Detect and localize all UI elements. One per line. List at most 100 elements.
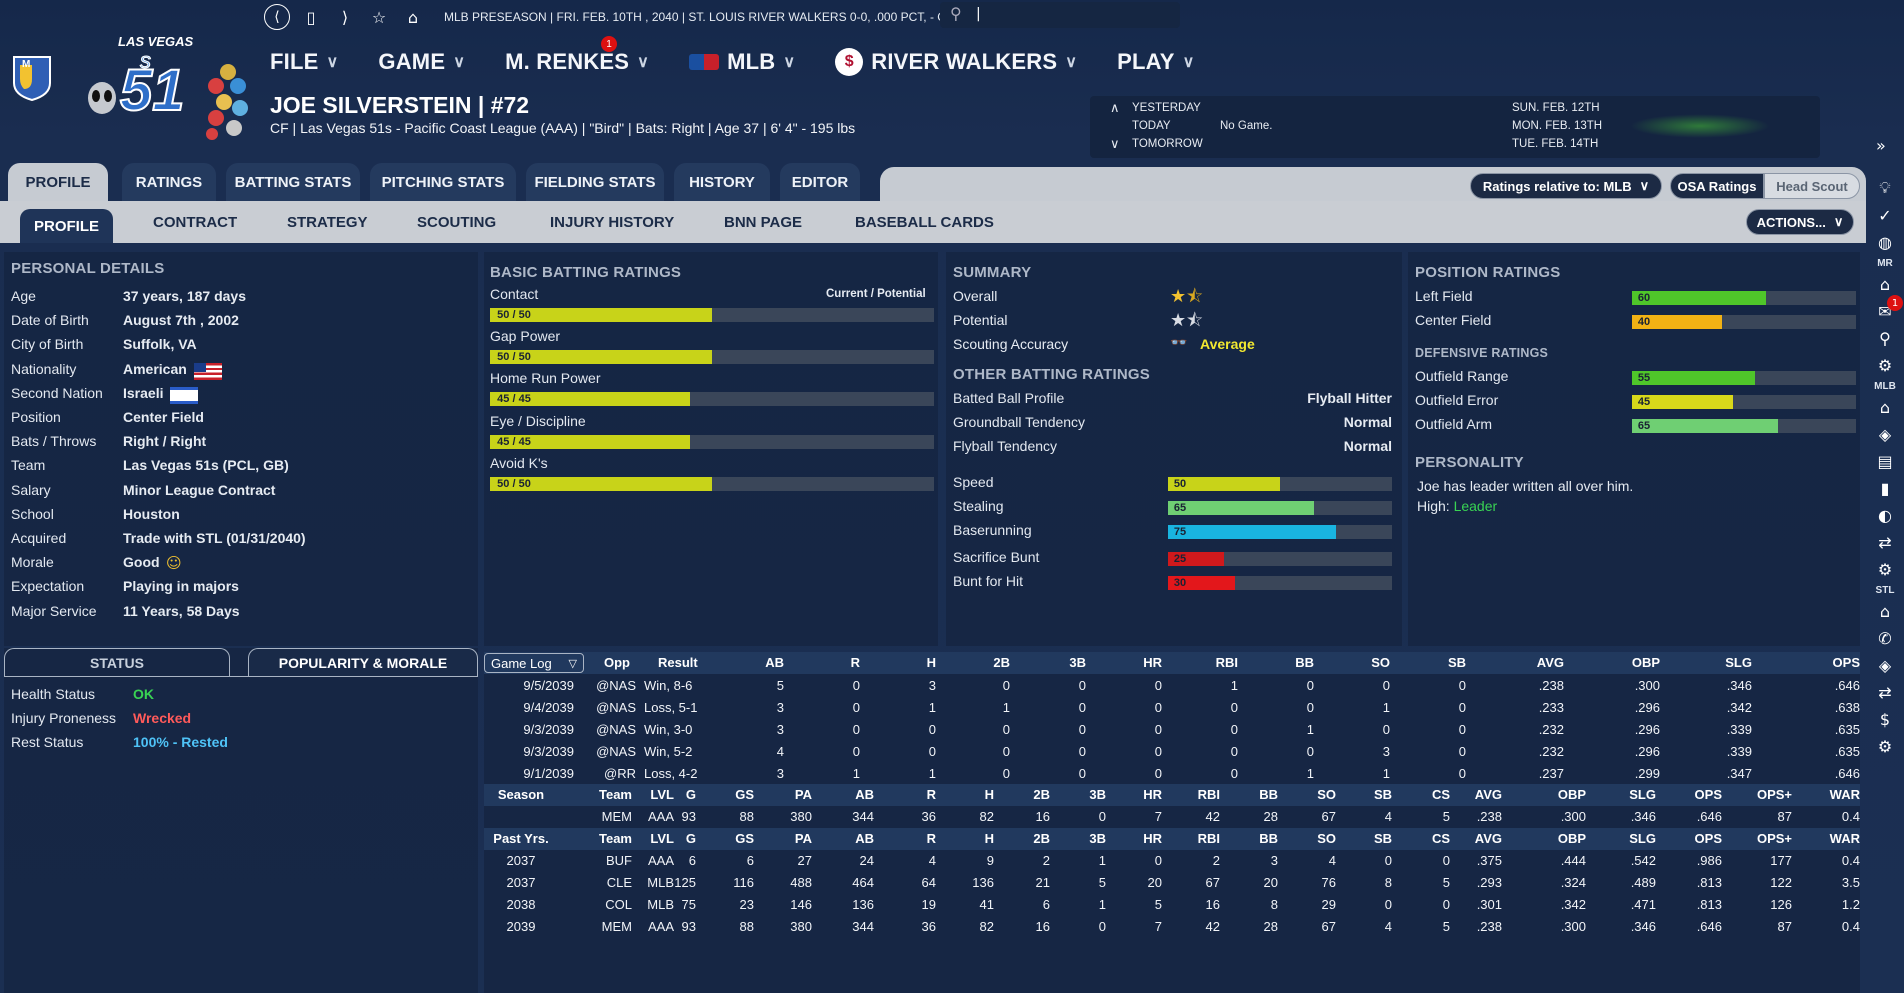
gamelog-cell: 0 — [1078, 744, 1086, 759]
tab-history[interactable]: HISTORY — [674, 163, 770, 201]
down-arrow-icon[interactable]: ∨ — [1110, 136, 1120, 151]
gamelog-cell: 3 — [928, 678, 936, 693]
baseball-icon[interactable]: ◐ — [1878, 505, 1892, 525]
past-row-cell: 380 — [790, 919, 812, 934]
diamond-icon[interactable]: ◈ — [1878, 424, 1892, 444]
up-arrow-icon[interactable]: ∧ — [1110, 100, 1120, 115]
gamelog-cell: Loss, 4-2 — [644, 766, 698, 781]
subtab-profile[interactable]: PROFILE — [20, 209, 114, 243]
past-row-cell: 122 — [1770, 875, 1792, 890]
tab-fielding-stats[interactable]: FIELDING STATS — [526, 163, 664, 201]
star-icon[interactable]: ☆ — [371, 7, 387, 27]
mail-icon[interactable]: ✉ 1 — [1873, 295, 1903, 323]
past-row-cell: 8 — [1270, 897, 1278, 912]
search-input[interactable]: ⚲ | — [940, 2, 1180, 28]
back-icon[interactable]: ⟨ — [264, 4, 290, 30]
past-row-cell: 126 — [1770, 897, 1792, 912]
past-header-cell: CS — [1431, 831, 1450, 846]
gear-icon[interactable]: ⚙ — [1877, 355, 1893, 375]
speed-rating-bar-value: 75 — [1168, 525, 1192, 539]
season-header-cell: WAR — [1829, 787, 1860, 802]
menu-manager[interactable]: M. RENKES 1 ∨ — [505, 36, 649, 80]
subtab-baseball-cards[interactable]: BASEBALL CARDS — [855, 213, 994, 231]
batting-rating-bar-value: 50 / 50 — [490, 308, 538, 322]
page-icon[interactable]: ▯ — [306, 7, 316, 27]
tab-pitching-stats[interactable]: PITCHING STATS — [370, 163, 516, 201]
personality-title: PERSONALITY — [1415, 454, 1524, 471]
dollar-icon[interactable]: $ — [1879, 709, 1891, 729]
season-header-cell: SO — [1317, 787, 1336, 802]
menu-play[interactable]: PLAY ∨ — [1117, 49, 1195, 74]
schedule-date-3: TUE. FEB. 14TH — [1512, 138, 1599, 150]
home-icon[interactable]: ⌂ — [1879, 397, 1891, 417]
ratings-relative-dropdown[interactable]: Ratings relative to: MLB ∨ — [1470, 173, 1662, 199]
past-header-cell: SB — [1373, 831, 1392, 846]
game-log-dropdown[interactable]: Game Log ▽ — [484, 653, 584, 673]
check-icon[interactable]: ✓ — [1878, 205, 1892, 225]
past-row-cell: 0 — [1384, 897, 1392, 912]
menu-river-walkers[interactable]: $ RIVER WALKERS ∨ — [835, 44, 1077, 80]
detail-value: 37 years, 187 days — [123, 288, 246, 304]
player-name: JOE SILVERSTEIN | #72 — [270, 92, 530, 118]
game-log-panel: Game Log ▽ Opp Result AB R H 2B 3B HR RBI BB SO SB AV… — [484, 652, 1860, 993]
overall-label: Overall — [953, 288, 998, 304]
detail-value: August 7th , 2002 — [123, 312, 239, 329]
home-icon[interactable]: ⌂ — [1879, 601, 1891, 621]
chevron-down-icon: ∨ — [453, 54, 466, 71]
past-row-cell: 67 — [1205, 875, 1220, 890]
subtab-contract[interactable]: CONTRACT — [153, 213, 238, 231]
past-row-cell: COL — [605, 897, 632, 912]
subtab-strategy[interactable]: STRATEGY — [287, 213, 368, 231]
gamelog-cell: 0 — [1002, 766, 1010, 781]
menu-game[interactable]: GAME ∨ — [378, 49, 466, 74]
gamelog-header-cell: RBI — [1215, 655, 1238, 670]
subtab-injury-history[interactable]: INJURY HISTORY — [550, 213, 675, 231]
lightbulb-icon[interactable]: 💡︎ — [1879, 178, 1891, 197]
tab-editor[interactable]: EDITOR — [780, 163, 860, 201]
chart-icon[interactable]: ▮ — [1880, 478, 1890, 498]
transfer-icon[interactable]: ⇄ — [1878, 532, 1892, 552]
head-scout-toggle[interactable]: Head Scout — [1764, 173, 1860, 199]
phone-icon[interactable]: ✆ — [1878, 628, 1892, 648]
gamelog-cell: .638 — [1834, 700, 1860, 715]
gamelog-cell: @NAS — [596, 722, 636, 737]
past-row-cell: 20 — [1147, 875, 1162, 890]
tab-profile[interactable]: PROFILE — [8, 163, 108, 201]
menu-mlb[interactable]: MLB ∨ — [689, 44, 795, 80]
transfer-icon[interactable]: ⇄ — [1878, 682, 1892, 702]
forward-icon[interactable]: ⟩ — [341, 7, 349, 27]
diamond-icon[interactable]: ◈ — [1878, 655, 1892, 675]
gamelog-cell: 1 — [1306, 766, 1314, 781]
gamelog-cell: 3 — [1382, 744, 1390, 759]
globe-icon[interactable]: ◍ — [1878, 232, 1892, 252]
menu-file[interactable]: FILE ∨ — [270, 49, 339, 74]
home-icon[interactable]: ⌂ — [407, 7, 419, 27]
position-rating-bar-value: 40 — [1632, 315, 1656, 329]
gamelog-cell: 1 — [928, 766, 936, 781]
tab-status[interactable]: STATUS — [4, 648, 230, 676]
tab-ratings[interactable]: RATINGS — [122, 163, 216, 201]
speed-rating-bar: 50 — [1168, 477, 1392, 491]
card-icon[interactable]: ▤ — [1877, 451, 1893, 471]
home-icon[interactable]: ⌂ — [1879, 274, 1891, 294]
search-icon[interactable]: ⚲ — [1879, 328, 1891, 348]
league-shield-logo[interactable]: M — [12, 55, 52, 101]
season-header-cell: 3B — [1089, 787, 1106, 802]
tab-batting-stats[interactable]: BATTING STATS — [226, 163, 360, 201]
past-row-cell: .346 — [1630, 919, 1656, 934]
awards-medals-icon[interactable] — [200, 62, 256, 142]
subtab-scouting[interactable]: SCOUTING — [417, 213, 497, 231]
subtab-bnn-page[interactable]: BNN PAGE — [724, 213, 803, 231]
status-label: Health Status — [11, 686, 96, 702]
gear-icon[interactable]: ⚙ — [1877, 559, 1893, 579]
detail-label: Major Service — [11, 602, 97, 619]
gear-icon[interactable]: ⚙ — [1877, 736, 1893, 756]
tab-popularity-morale[interactable]: POPULARITY & MORALE — [248, 648, 478, 676]
osa-ratings-toggle[interactable]: OSA Ratings — [1670, 173, 1764, 199]
gamelog-cell: 3 — [776, 722, 784, 737]
other-rating-value: Normal — [1343, 438, 1392, 454]
past-row-cell: .542 — [1630, 853, 1656, 868]
collapse-icon[interactable]: » — [1876, 136, 1886, 155]
actions-dropdown[interactable]: ACTIONS... ∨ — [1746, 209, 1854, 235]
detail-label: Second Nation — [11, 384, 103, 401]
